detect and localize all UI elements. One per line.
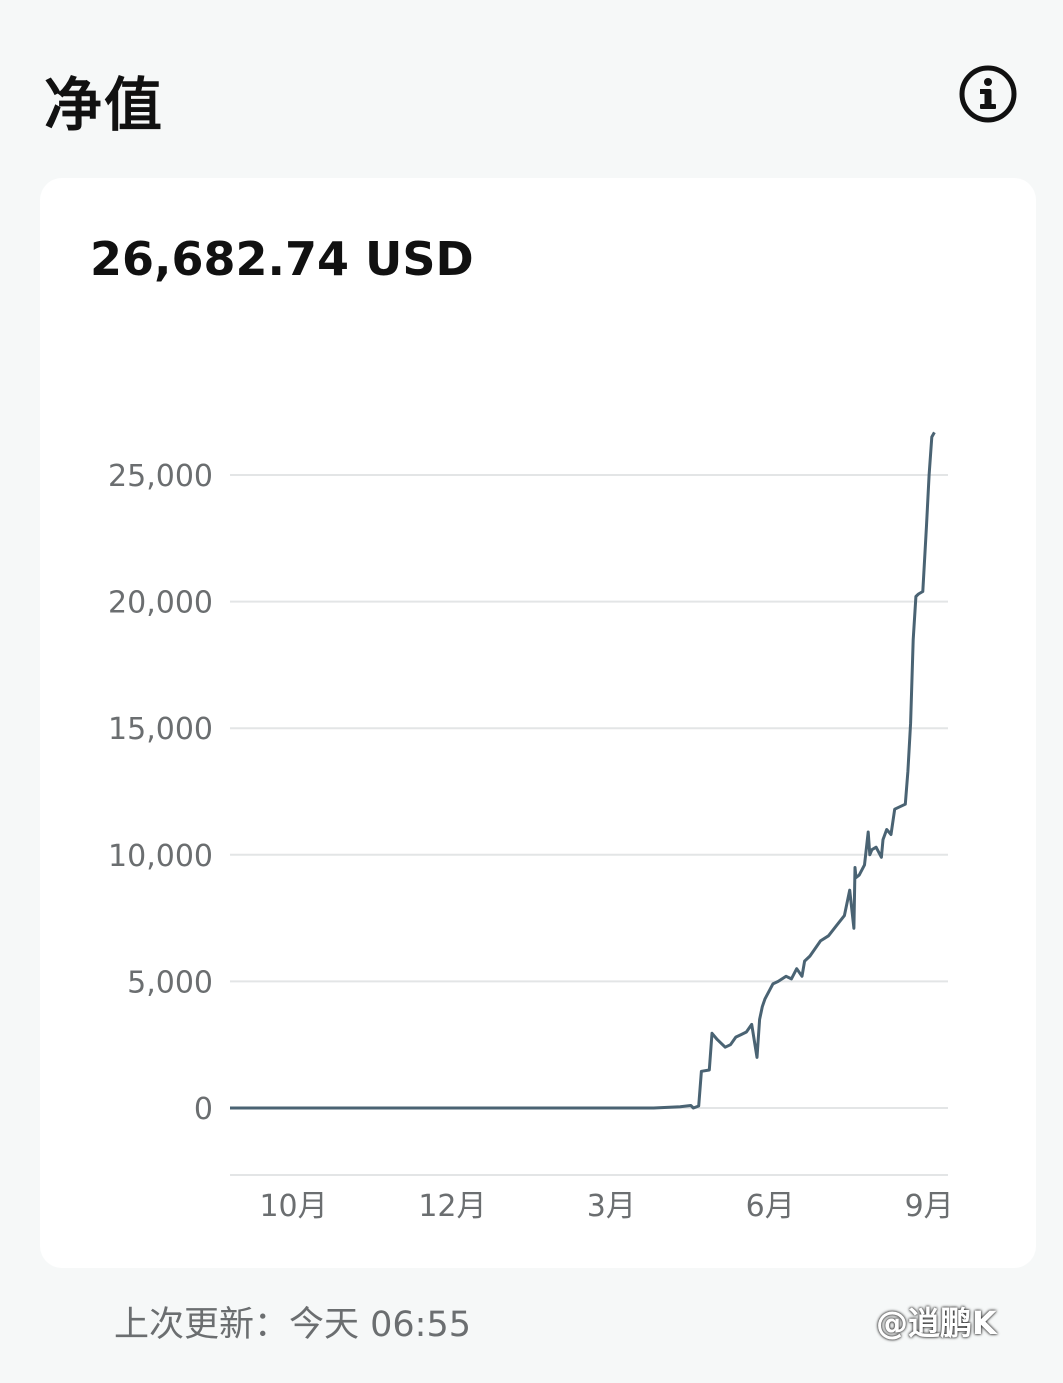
- net-value-card: 26,682.74 USD 0 5,000 10,000 15,000 20,000 25…: [40, 178, 1036, 1268]
- y-tick-label: 20,000: [108, 586, 213, 621]
- y-tick-label: 5,000: [127, 965, 213, 1000]
- y-axis-ticks: 0 5,000 10,000 15,000 20,000 25,000: [108, 459, 213, 1127]
- page-title: 净值: [44, 71, 165, 139]
- x-tick-label: 6月: [746, 1189, 795, 1224]
- y-tick-label: 15,000: [108, 712, 213, 747]
- x-tick-label: 9月: [905, 1189, 954, 1224]
- x-axis-ticks: 10月 12月 3月 6月 9月: [259, 1189, 953, 1224]
- watermark: @逍鹏K: [876, 1304, 997, 1342]
- x-tick-label: 12月: [418, 1189, 486, 1224]
- y-tick-label: 25,000: [108, 459, 213, 494]
- x-tick-label: 3月: [587, 1189, 636, 1224]
- y-tick-label: 0: [194, 1092, 213, 1127]
- last-updated-text: 上次更新：今天 06:55: [114, 1305, 471, 1345]
- info-button[interactable]: [958, 64, 1018, 124]
- chart-grid: [230, 474, 948, 1176]
- y-tick-label: 10,000: [108, 839, 213, 874]
- x-tick-label: 10月: [259, 1189, 327, 1224]
- net-value-amount: 26,682.74 USD: [90, 232, 474, 286]
- net-value-series-line: [230, 431, 936, 1110]
- info-circle-icon: [959, 65, 1017, 123]
- net-value-line-chart[interactable]: 0 5,000 10,000 15,000 20,000 25,000 10月 12月 3月 6…: [40, 178, 1036, 1268]
